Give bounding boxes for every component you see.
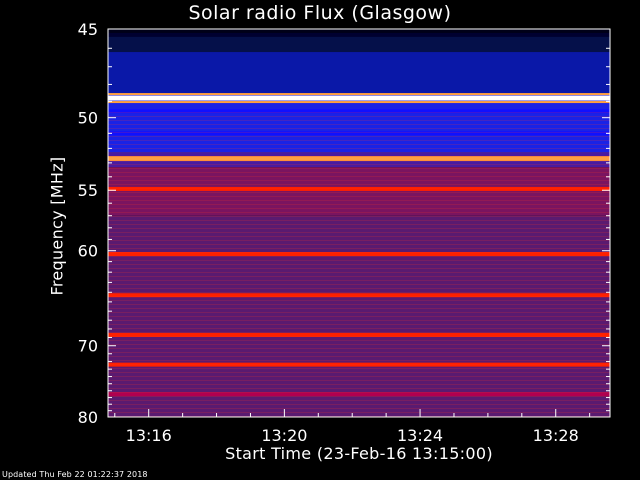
y-tick-label: 45 bbox=[78, 20, 98, 39]
x-axis: 13:16 13:20 13:24 13:28 bbox=[114, 409, 591, 445]
x-tick-label: 13:28 bbox=[533, 426, 579, 445]
x-tick-label: 13:24 bbox=[397, 426, 443, 445]
chart-title: Solar radio Flux (Glasgow) bbox=[188, 2, 452, 24]
background-region bbox=[108, 52, 610, 93]
texture-overlay bbox=[108, 110, 610, 417]
x-axis-label: Start Time (23-Feb-16 13:15:00) bbox=[225, 444, 493, 463]
background-region bbox=[108, 29, 610, 35]
emission-band bbox=[108, 32, 610, 37]
x-tick-label: 13:20 bbox=[261, 426, 307, 445]
emission-band bbox=[108, 95, 610, 101]
y-axis-label: Frequency [MHz] bbox=[47, 156, 67, 296]
y-tick-label: 55 bbox=[78, 181, 98, 200]
y-tick-label: 80 bbox=[78, 408, 98, 427]
x-tick-label: 13:16 bbox=[126, 426, 172, 445]
y-axis: 45 50 55 60 70 80 bbox=[78, 20, 610, 427]
y-tick-label: 60 bbox=[78, 242, 98, 261]
y-tick-label: 50 bbox=[78, 109, 98, 128]
y-tick-label: 70 bbox=[78, 337, 98, 356]
update-timestamp: Updated Thu Feb 22 01:22:37 2018 bbox=[2, 470, 148, 479]
plot-frame bbox=[107, 28, 611, 418]
